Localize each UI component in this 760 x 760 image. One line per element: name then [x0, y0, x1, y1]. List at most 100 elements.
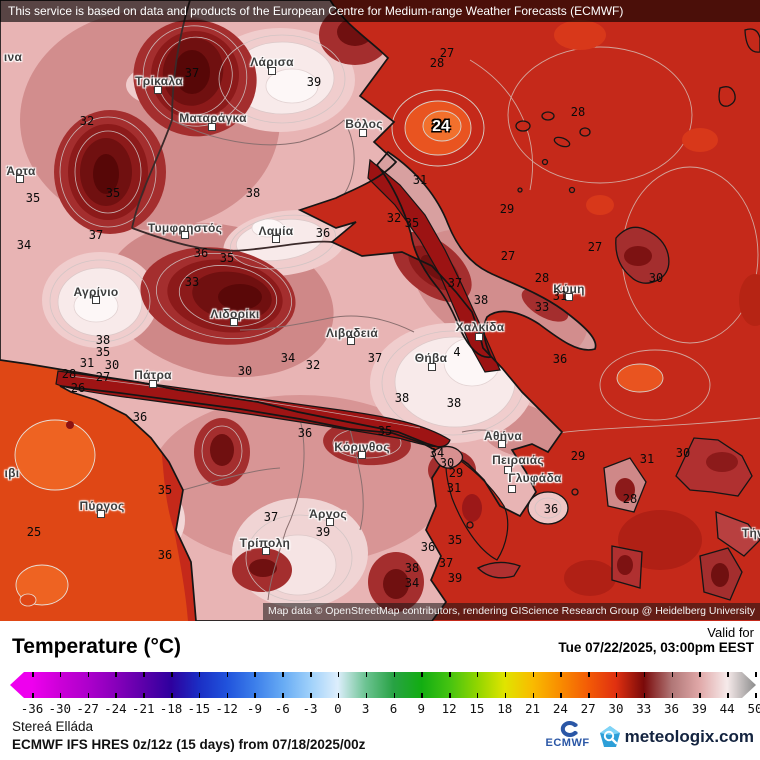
city-marker [359, 129, 367, 137]
temp-value: 25 [26, 525, 42, 539]
colorbar-tick-labels: -36 -30 -27 -24 -21 -18 -15 -12 -9 -6 -3 0 3 6 9 12 15 18… [0, 701, 760, 717]
ecmwf-notice-text: This service is based on data and produc… [8, 4, 624, 18]
temp-value: 27 [439, 46, 455, 60]
city-label: Τρίπολη [239, 536, 291, 550]
temp-value: 31 [446, 481, 462, 495]
colorbar-tick-label: 15 [469, 701, 485, 716]
city-label: Γλυφάδα [508, 471, 562, 485]
colorbar-tick-label: 18 [497, 701, 513, 716]
colorbar-tick-label: -3 [302, 701, 318, 716]
temp-value: 31 [552, 289, 568, 303]
temp-value: 36 [132, 410, 148, 424]
colorbar-tick-label: -6 [274, 701, 290, 716]
temp-value: 36 [552, 352, 568, 366]
temp-value: 35 [105, 186, 121, 200]
city-label: Άρτα [6, 164, 36, 178]
city-marker [498, 440, 506, 448]
colorbar-tick-label: -36 [20, 701, 44, 716]
temp-value: 30 [648, 271, 664, 285]
meteologix-logo[interactable]: meteologix.com [598, 725, 754, 749]
temp-value: 4 [453, 345, 461, 359]
temp-value: 32 [386, 211, 402, 225]
ecmwf-logo[interactable]: ECMWF [546, 721, 590, 749]
temp-value: 33 [534, 300, 550, 314]
city-marker [181, 231, 189, 239]
colorbar-tick-label: -30 [48, 701, 72, 716]
colorbar-tick-label: -18 [159, 701, 183, 716]
temp-value: 28 [429, 56, 445, 70]
city-marker [272, 235, 280, 243]
colorbar-tick-label: 33 [636, 701, 652, 716]
city-marker [149, 380, 157, 388]
city-label: Κόρινθος [334, 440, 390, 454]
colorbar-tickmark [755, 693, 757, 698]
temp-value: 37 [263, 510, 279, 524]
logos-block: ECMWF meteologix.com [546, 721, 754, 749]
city-marker [230, 318, 238, 326]
temp-value: 39 [315, 525, 331, 539]
temp-value: 30 [439, 456, 455, 470]
city-label: Τυμφρηστός [147, 221, 223, 235]
temp-value: 26 [70, 381, 86, 395]
ecmwf-logo-text: ECMWF [545, 737, 590, 749]
temp-value: 30 [104, 358, 120, 372]
city-label: ιβι [4, 466, 20, 480]
temp-value: 36 [157, 548, 173, 562]
temp-value: 37 [367, 351, 383, 365]
city-marker [262, 547, 270, 555]
city-label: Λάρισα [250, 55, 294, 69]
temp-value: 34 [404, 576, 420, 590]
colorbar-tick-label: -9 [246, 701, 262, 716]
city-marker [504, 466, 512, 474]
city-label: Τρίκαλα [135, 74, 183, 88]
temp-value: 30 [675, 446, 691, 460]
city-label: ινα [3, 50, 23, 64]
temperature-contour-map [0, 0, 760, 621]
colorbar-tick-label: -21 [131, 701, 155, 716]
temp-value: 32 [79, 114, 95, 128]
city-marker [565, 293, 573, 301]
city-marker [268, 67, 276, 75]
valid-datetime: Tue 07/22/2025, 03:00pm EEST [558, 640, 754, 655]
city-label: Ματαράγκα [179, 111, 247, 125]
colorbar-tick-label: 12 [441, 701, 457, 716]
temp-value: 35 [377, 424, 393, 438]
temp-value: 28 [61, 367, 77, 381]
colorbar-tick-label: 24 [552, 701, 568, 716]
colorbar-tick-label: 50 [747, 701, 760, 716]
temp-value: 37 [447, 276, 463, 290]
colorbar-tick-label: -24 [104, 701, 127, 716]
colorbar-tick-label: 36 [664, 701, 680, 716]
model-info: ECMWF IFS HRES 0z/12z (15 days) from 07/… [12, 737, 366, 752]
temp-value: 34 [280, 351, 296, 365]
city-marker [154, 86, 162, 94]
temp-value: 31 [639, 452, 655, 466]
legend-title: Temperature (°C) [12, 635, 182, 658]
ecmwf-logo-icon [560, 721, 578, 737]
city-label: Λιδορίκι [210, 307, 260, 321]
colorbar-tick-label: 0 [334, 701, 342, 716]
temp-value: 29 [570, 449, 586, 463]
city-label: Λιβαδειά [325, 326, 379, 340]
temp-value: 36 [193, 246, 209, 260]
weather-map[interactable]: ινα Τρίκαλα Λάρισα Ματαράγκα Βόλος Άρτα Τυμφρη… [0, 0, 760, 621]
city-marker [347, 337, 355, 345]
city-marker [97, 510, 105, 518]
city-label: Αγρίνιο [73, 285, 119, 299]
colorbar-tick-label: -12 [215, 701, 238, 716]
colorbar-tick-label: 27 [580, 701, 596, 716]
temp-value: 38 [446, 396, 462, 410]
meteologix-logo-text: meteologix.com [624, 727, 754, 746]
colorbar-tick-label: 30 [608, 701, 624, 716]
temp-value: 36 [297, 426, 313, 440]
temp-value: 37 [88, 228, 104, 242]
temp-value: 27 [500, 249, 516, 263]
colorbar-tickmark [755, 672, 757, 677]
city-marker [475, 333, 483, 341]
valid-time-block: Valid for Tue 07/22/2025, 03:00pm EEST [558, 625, 754, 655]
temp-value: 29 [448, 466, 464, 480]
city-label: Κύμη [553, 282, 585, 296]
city-label: Θήβα [414, 351, 448, 365]
city-label: Χαλκίδα [455, 320, 505, 334]
